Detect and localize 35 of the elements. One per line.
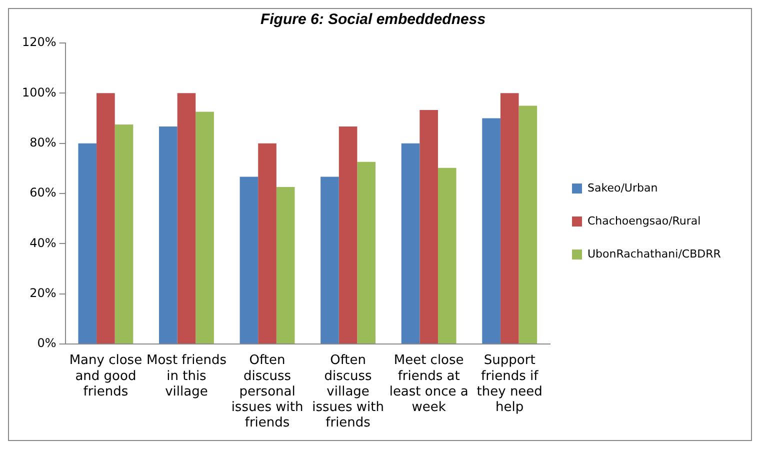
y-tick-label: 0% xyxy=(37,336,56,350)
bar xyxy=(258,143,276,344)
bar xyxy=(438,168,456,344)
bar xyxy=(500,93,519,344)
bar xyxy=(276,186,295,344)
bar xyxy=(78,143,97,344)
legend-label: Sakeo/Urban xyxy=(588,181,658,194)
bar xyxy=(320,176,339,344)
x-tick-label: Support friends if they need help xyxy=(476,353,542,415)
bar xyxy=(196,112,214,344)
bar xyxy=(401,143,420,344)
bar xyxy=(177,93,196,344)
x-tick-label: Meet close friends at least once a week xyxy=(389,353,468,415)
y-tick-label: 120% xyxy=(22,35,56,50)
y-tick-label: 60% xyxy=(30,186,56,200)
y-tick-label: 40% xyxy=(30,236,56,250)
y-tick-label: 80% xyxy=(30,135,56,150)
bar xyxy=(114,124,134,344)
bar xyxy=(338,126,358,344)
y-tick-label: 100% xyxy=(22,85,56,100)
legend-label: UbonRachathani/CBDRR xyxy=(588,247,722,260)
x-tick-label: Many close and good friends xyxy=(69,353,142,400)
x-tick-label: Most friends in this village xyxy=(146,353,227,400)
bar xyxy=(159,126,178,344)
bar xyxy=(240,176,258,344)
x-tick-label: Often discuss personal issues with friends xyxy=(231,353,304,431)
bar xyxy=(482,118,500,344)
legend-label: Chachoengsao/Rural xyxy=(588,214,701,228)
bar xyxy=(357,162,376,344)
bar xyxy=(96,93,115,344)
bar xyxy=(518,106,538,344)
bar xyxy=(420,110,438,344)
y-tick-label: 20% xyxy=(30,286,56,300)
x-tick-label: Often discuss village issues with friends xyxy=(312,353,384,431)
chart-title: Figure 6: Social embeddedness xyxy=(260,11,486,28)
